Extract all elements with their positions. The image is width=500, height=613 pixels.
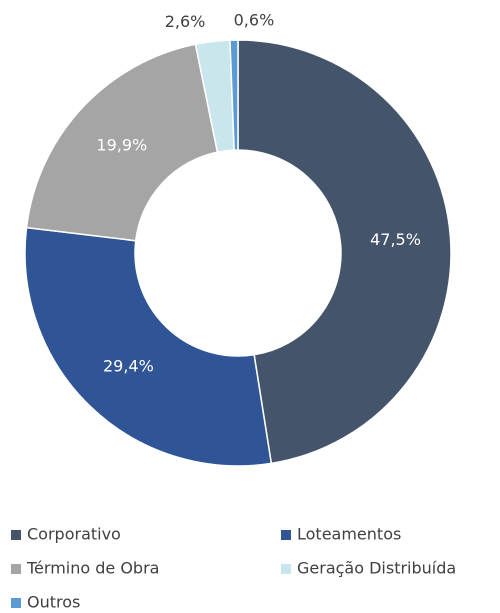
- legend-swatch: [11, 598, 21, 608]
- legend-label: Outros: [27, 593, 80, 612]
- data-label: 19,9%: [96, 135, 147, 154]
- data-label: 2,6%: [165, 12, 206, 31]
- data-label: 47,5%: [370, 230, 421, 249]
- legend-label: Término de Obra: [26, 559, 159, 578]
- legend-label: Corporativo: [27, 525, 121, 544]
- slice: [229, 39, 239, 151]
- data-label: 0,6%: [234, 11, 275, 30]
- legend-swatch: [281, 564, 291, 574]
- data-label: 29,4%: [103, 356, 154, 375]
- slice: [25, 43, 219, 242]
- legend-label: Loteamentos: [297, 525, 401, 544]
- legend-swatch: [11, 530, 21, 540]
- legend-swatch: [281, 530, 291, 540]
- legend-label: Geração Distribuída: [297, 559, 456, 578]
- slice: [237, 39, 452, 465]
- slice: [24, 226, 273, 467]
- legend-swatch: [11, 564, 21, 574]
